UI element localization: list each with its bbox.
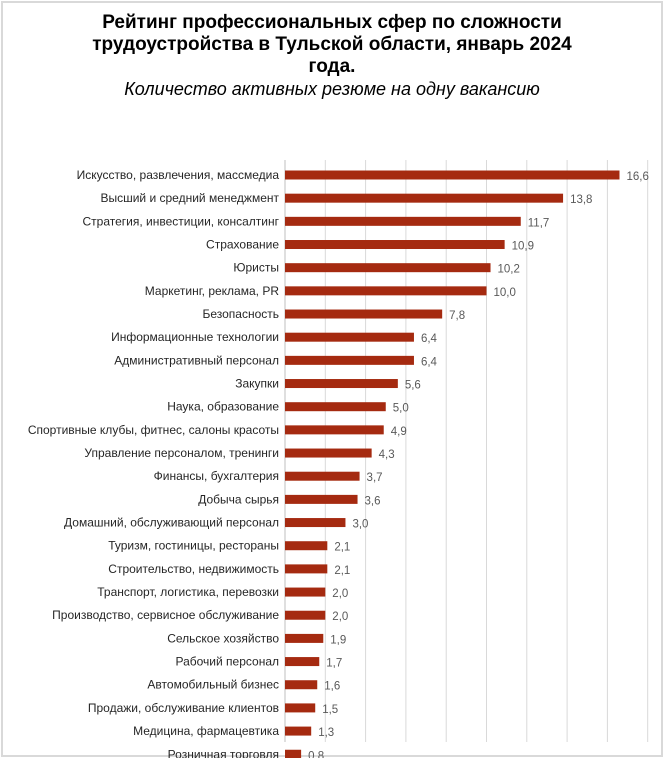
chart-title-line: трудоустройства в Тульской области, янва…	[92, 34, 572, 55]
bar	[285, 518, 346, 528]
category-label: Страхование	[206, 238, 279, 252]
data-label: 16,6	[626, 171, 648, 183]
bar	[285, 193, 564, 203]
data-label: 13,8	[570, 194, 592, 206]
category-label: Административный персонал	[114, 353, 279, 367]
bar	[285, 379, 398, 389]
bar	[285, 263, 491, 273]
category-label: Туризм, гостиницы, рестораны	[108, 539, 279, 553]
data-label: 4,9	[391, 426, 407, 438]
data-label: 2,0	[332, 588, 348, 600]
category-label: Автомобильный бизнес	[147, 678, 279, 692]
bar	[285, 610, 326, 620]
category-label: Сельское хозяйство	[167, 631, 279, 645]
category-label: Производство, сервисное обслуживание	[52, 608, 279, 622]
category-label: Добыча сырья	[198, 492, 279, 506]
chart-subtitle: Количество активных резюме на одну вакан…	[124, 79, 540, 99]
bar	[285, 541, 328, 551]
data-label: 0,8	[308, 750, 324, 758]
data-label: 1,9	[330, 634, 346, 646]
category-label: Строительство, недвижимость	[108, 562, 279, 576]
data-label: 5,0	[393, 403, 409, 415]
data-label: 7,8	[449, 310, 465, 322]
bar	[285, 726, 312, 736]
data-label: 5,6	[405, 380, 421, 392]
data-label: 2,0	[332, 611, 348, 623]
category-label: Домашний, обслуживающий персонал	[64, 516, 279, 530]
category-label: Маркетинг, реклама, PR	[145, 284, 280, 298]
bar	[285, 402, 386, 412]
category-label: Транспорт, логистика, перевозки	[97, 585, 279, 599]
data-label: 1,5	[322, 704, 338, 716]
bar	[285, 749, 302, 758]
category-label: Стратегия, инвестиции, консалтинг	[83, 214, 280, 228]
data-label: 2,1	[334, 542, 350, 554]
data-label: 1,7	[326, 658, 342, 670]
bar	[285, 633, 324, 643]
data-label: 6,4	[421, 356, 438, 368]
bar	[285, 703, 316, 713]
chart-title-line: года.	[308, 56, 356, 77]
data-label: 2,1	[334, 565, 350, 577]
category-label: Продажи, обслуживание клиентов	[88, 701, 279, 715]
category-label: Юристы	[233, 261, 279, 275]
bar	[285, 309, 443, 319]
category-label: Информационные технологии	[111, 330, 279, 344]
data-label: 11,7	[528, 217, 550, 229]
bar	[285, 170, 620, 180]
data-label: 4,3	[379, 449, 395, 461]
data-label: 6,4	[421, 333, 438, 345]
bar	[285, 355, 414, 365]
chart-title: Рейтинг профессиональных сфер по сложнос…	[0, 12, 664, 78]
bar	[285, 471, 360, 481]
category-label: Медицина, фармацевтика	[133, 724, 279, 738]
bar	[285, 216, 521, 226]
category-label: Спортивные клубы, фитнес, салоны красоты	[28, 423, 279, 437]
category-label: Финансы, бухгалтерия	[154, 469, 279, 483]
bar	[285, 286, 487, 296]
data-label: 3,6	[365, 495, 381, 507]
chart-title-line: Рейтинг профессиональных сфер по сложнос…	[102, 12, 562, 33]
category-label: Высший и средний менеджмент	[100, 191, 279, 205]
category-label: Рабочий персонал	[175, 655, 279, 669]
bar	[285, 587, 326, 597]
data-label: 1,3	[318, 727, 334, 739]
bar	[285, 494, 358, 504]
bar	[285, 680, 318, 690]
category-label: Розничная торговля	[168, 747, 279, 758]
data-label: 1,6	[324, 681, 340, 693]
category-label: Управление персоналом, тренинги	[84, 446, 279, 460]
bar	[285, 564, 328, 574]
bar	[285, 425, 384, 435]
bar	[285, 240, 505, 250]
data-label: 10,2	[498, 264, 520, 276]
data-label: 10,0	[494, 287, 516, 299]
data-label: 10,9	[512, 241, 534, 253]
category-label: Безопасность	[202, 307, 279, 321]
bar	[285, 657, 320, 667]
bar	[285, 332, 414, 342]
bar	[285, 448, 372, 458]
data-label: 3,7	[367, 472, 383, 484]
category-label: Искусство, развлечения, массмедиа	[77, 168, 280, 182]
category-label: Закупки	[235, 377, 279, 391]
category-label: Наука, образование	[167, 400, 279, 414]
data-label: 3,0	[352, 519, 368, 531]
